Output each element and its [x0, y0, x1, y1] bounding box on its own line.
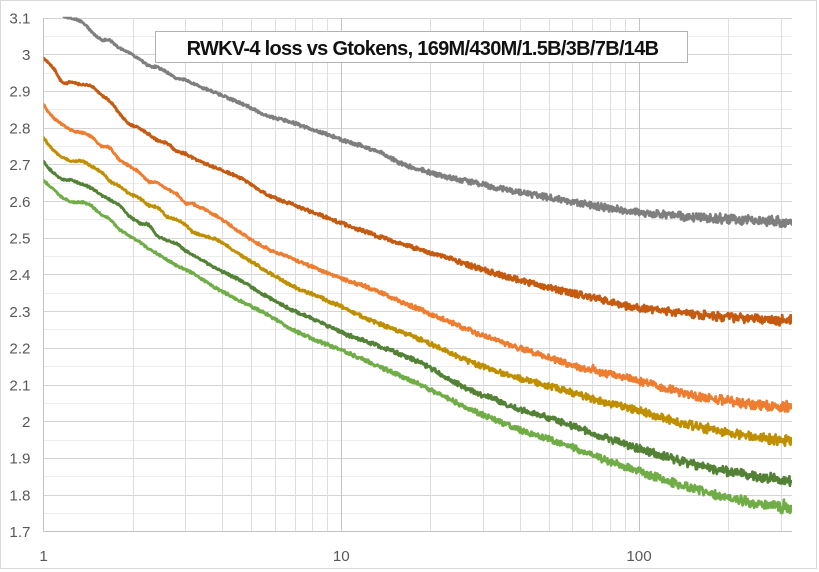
svg-text:2.5: 2.5 — [9, 231, 30, 248]
svg-text:1.7: 1.7 — [9, 524, 30, 541]
svg-text:1.8: 1.8 — [9, 487, 30, 504]
svg-text:3: 3 — [22, 47, 30, 64]
svg-text:RWKV-4 loss vs Gtokens, 169M/4: RWKV-4 loss vs Gtokens, 169M/430M/1.5B/3… — [187, 38, 659, 60]
svg-text:2.7: 2.7 — [9, 157, 30, 174]
svg-text:10: 10 — [333, 548, 350, 565]
svg-text:2.6: 2.6 — [9, 194, 30, 211]
svg-text:1: 1 — [39, 548, 47, 565]
svg-text:2.8: 2.8 — [9, 120, 30, 137]
svg-text:3.1: 3.1 — [9, 10, 30, 27]
svg-text:2.1: 2.1 — [9, 377, 30, 394]
svg-text:2.2: 2.2 — [9, 341, 30, 358]
svg-text:2.4: 2.4 — [9, 267, 30, 284]
svg-text:1.9: 1.9 — [9, 451, 30, 468]
svg-text:2.9: 2.9 — [9, 84, 30, 101]
svg-text:2: 2 — [22, 414, 30, 431]
svg-text:100: 100 — [626, 548, 651, 565]
svg-text:2.3: 2.3 — [9, 304, 30, 321]
